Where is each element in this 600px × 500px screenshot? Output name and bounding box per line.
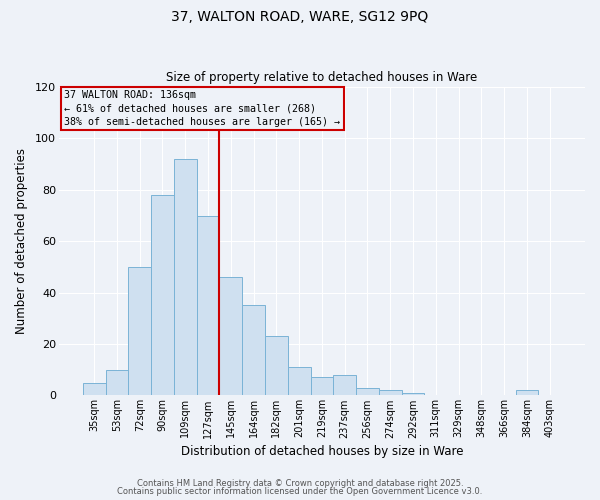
Bar [128, 267, 151, 396]
Bar [106, 370, 128, 396]
Bar [265, 336, 288, 396]
Bar [220, 277, 242, 396]
Bar [311, 378, 334, 396]
Bar [83, 382, 106, 396]
Text: Contains public sector information licensed under the Open Government Licence v3: Contains public sector information licen… [118, 487, 482, 496]
X-axis label: Distribution of detached houses by size in Ware: Distribution of detached houses by size … [181, 444, 463, 458]
Text: 37, WALTON ROAD, WARE, SG12 9PQ: 37, WALTON ROAD, WARE, SG12 9PQ [172, 10, 428, 24]
Bar [151, 195, 174, 396]
Bar [288, 367, 311, 396]
Bar [242, 306, 265, 396]
Bar [356, 388, 379, 396]
Bar [197, 216, 220, 396]
Bar [401, 393, 424, 396]
Text: Contains HM Land Registry data © Crown copyright and database right 2025.: Contains HM Land Registry data © Crown c… [137, 478, 463, 488]
Bar [334, 375, 356, 396]
Bar [515, 390, 538, 396]
Title: Size of property relative to detached houses in Ware: Size of property relative to detached ho… [166, 72, 478, 85]
Bar [379, 390, 401, 396]
Y-axis label: Number of detached properties: Number of detached properties [15, 148, 28, 334]
Bar [174, 159, 197, 396]
Text: 37 WALTON ROAD: 136sqm
← 61% of detached houses are smaller (268)
38% of semi-de: 37 WALTON ROAD: 136sqm ← 61% of detached… [64, 90, 340, 126]
